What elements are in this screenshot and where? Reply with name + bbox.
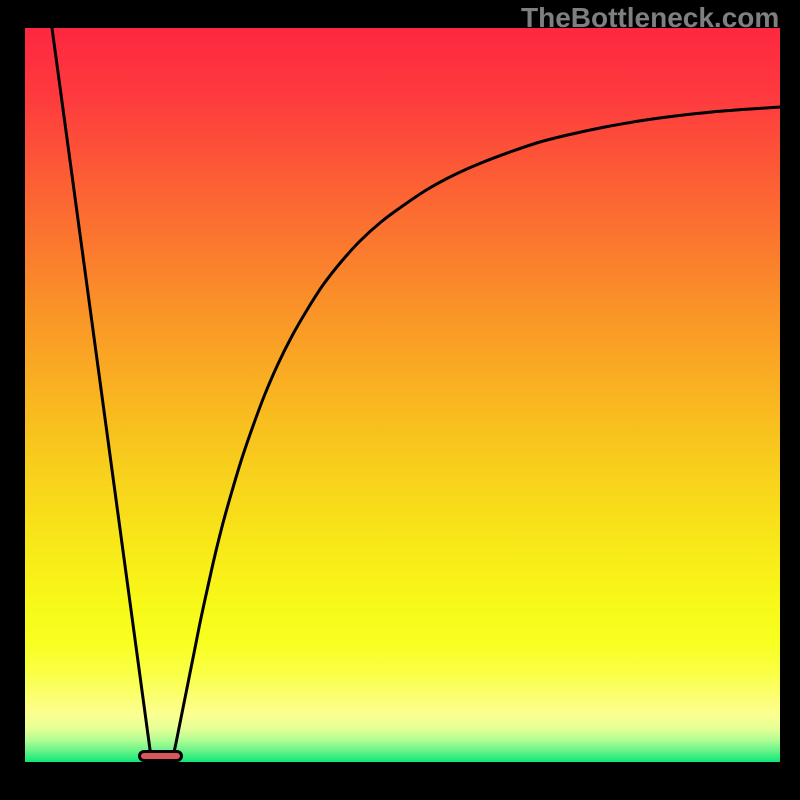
plot-area <box>25 28 780 762</box>
curve-layer <box>25 28 780 762</box>
chart-root: TheBottleneck.com <box>0 0 800 800</box>
watermark-label: TheBottleneck.com <box>521 2 779 34</box>
marker-bar <box>138 750 183 762</box>
